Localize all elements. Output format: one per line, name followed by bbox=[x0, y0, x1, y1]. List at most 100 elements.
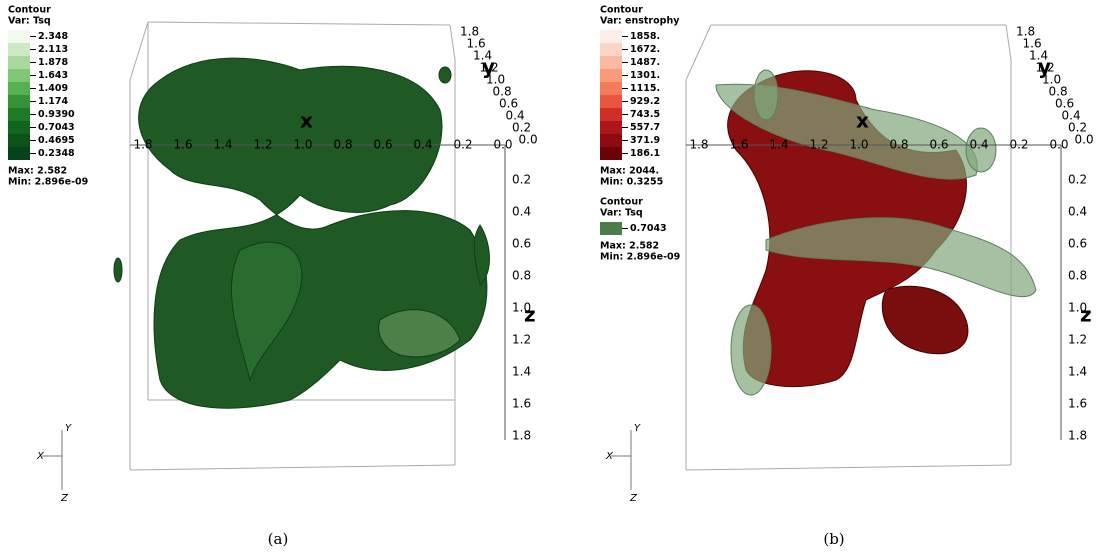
legend-var: Var: Tsq bbox=[600, 208, 643, 219]
legend-max: Max: 2.582 bbox=[8, 166, 67, 177]
x-tick-label: 0.6 bbox=[929, 138, 948, 152]
y-tick-label: 0.0 bbox=[1075, 133, 1094, 147]
legend-swatch bbox=[600, 69, 622, 82]
legend-swatch bbox=[8, 95, 30, 108]
x-tick-label: 1.2 bbox=[809, 138, 828, 152]
legend-level: 0.4695 bbox=[38, 135, 75, 146]
isosurface bbox=[716, 70, 1036, 395]
legend-level: 2.348 bbox=[38, 31, 68, 42]
legend-level: 0.9390 bbox=[38, 109, 75, 120]
legend-swatch bbox=[600, 82, 622, 95]
legend-level: 1858. bbox=[630, 31, 660, 42]
legend-level: 1487. bbox=[630, 57, 660, 68]
legend-swatch bbox=[600, 43, 622, 56]
triad-x: X bbox=[36, 451, 45, 462]
z-tick-label: 1.8 bbox=[1068, 429, 1087, 443]
z-tick-label: 1.6 bbox=[1068, 397, 1087, 411]
x-tick-label: 1.4 bbox=[213, 138, 232, 152]
legend-swatch bbox=[8, 108, 30, 121]
x-tick-label: 1.0 bbox=[849, 138, 868, 152]
legend-var: Var: enstrophy bbox=[600, 16, 680, 27]
legend-level: 1.174 bbox=[38, 96, 68, 107]
z-tick-label: 1.6 bbox=[512, 397, 531, 411]
legend-min: Min: 2.896e-09 bbox=[8, 177, 88, 188]
caption: (a) bbox=[268, 530, 289, 548]
legend-swatch bbox=[600, 121, 622, 134]
z-tick-label: 0.6 bbox=[512, 237, 531, 251]
z-tick-label: 0.8 bbox=[512, 269, 531, 283]
triad-x: X bbox=[605, 451, 614, 462]
legend-swatch bbox=[8, 82, 30, 95]
y-tick-label: 0.0 bbox=[519, 133, 538, 147]
z-tick-label: 1.2 bbox=[1068, 333, 1087, 347]
x-tick-label: 0.8 bbox=[333, 138, 352, 152]
x-tick-label: 0.0 bbox=[493, 138, 512, 152]
x-tick-label: 1.2 bbox=[253, 138, 272, 152]
z-tick-label: 0.2 bbox=[512, 173, 531, 187]
legend-level: 1.643 bbox=[38, 70, 68, 81]
x-tick-label: 0.4 bbox=[413, 138, 432, 152]
legend-level: 1.878 bbox=[38, 57, 68, 68]
x-tick-label: 1.0 bbox=[293, 138, 312, 152]
legend-swatch bbox=[600, 147, 622, 160]
legend-title: Contour bbox=[600, 5, 643, 16]
legend-swatch bbox=[600, 30, 622, 43]
legend-swatch bbox=[8, 121, 30, 134]
legend-swatch bbox=[8, 147, 30, 160]
legend-level: 1301. bbox=[630, 70, 660, 81]
legend-swatch bbox=[600, 56, 622, 69]
triad-z: Z bbox=[60, 493, 69, 504]
x-tick-label: 0.6 bbox=[373, 138, 392, 152]
x-tick-label: 1.6 bbox=[173, 138, 192, 152]
legend-var: Var: Tsq bbox=[8, 16, 51, 27]
z-tick-label: 0.4 bbox=[1068, 205, 1087, 219]
legend-min: Min: 0.3255 bbox=[600, 177, 663, 188]
z-tick-label: 1.4 bbox=[512, 365, 531, 379]
z-tick-label: 1.8 bbox=[512, 429, 531, 443]
legend-swatch bbox=[600, 108, 622, 121]
legend-level: 0.7043 bbox=[630, 223, 667, 234]
z-tick-label: 0.4 bbox=[512, 205, 531, 219]
x-tick-label: 0.8 bbox=[889, 138, 908, 152]
legend-min: Min: 2.896e-09 bbox=[600, 252, 680, 263]
legend-level: 0.2348 bbox=[38, 148, 75, 159]
x-tick-label: 0.4 bbox=[969, 138, 988, 152]
triad-y: Y bbox=[65, 423, 72, 434]
legend-level: 186.1 bbox=[630, 148, 660, 159]
x-axis-label: x bbox=[856, 109, 869, 133]
x-tick-label: 1.8 bbox=[689, 138, 708, 152]
legend-level: 1115. bbox=[630, 83, 660, 94]
triad-y: Y bbox=[634, 423, 641, 434]
legend-level: 929.2 bbox=[630, 96, 660, 107]
z-tick-label: 1.4 bbox=[1068, 365, 1087, 379]
legend-level: 0.7043 bbox=[38, 122, 75, 133]
figure: ContourVar: Tsq2.3482.1131.8781.6431.409… bbox=[0, 0, 1112, 552]
x-tick-label: 1.8 bbox=[133, 138, 152, 152]
y-axis-label: y bbox=[482, 55, 495, 79]
legend-swatch bbox=[8, 69, 30, 82]
z-tick-label: 0.6 bbox=[1068, 237, 1087, 251]
legend-level: 557.7 bbox=[630, 122, 660, 133]
legend-level: 2.113 bbox=[38, 44, 68, 55]
z-tick-label: 0.8 bbox=[1068, 269, 1087, 283]
legend-swatch bbox=[600, 222, 622, 235]
caption: (b) bbox=[823, 530, 844, 548]
legend-level: 1.409 bbox=[38, 83, 68, 94]
z-axis-label: z bbox=[1080, 303, 1092, 327]
legend-swatch bbox=[8, 134, 30, 147]
x-tick-label: 0.0 bbox=[1049, 138, 1068, 152]
legend-swatch bbox=[8, 56, 30, 69]
legend-swatch bbox=[8, 30, 30, 43]
legend-title: Contour bbox=[8, 5, 51, 16]
legend-swatch bbox=[600, 95, 622, 108]
x-tick-label: 0.2 bbox=[1009, 138, 1028, 152]
x-tick-label: 0.2 bbox=[453, 138, 472, 152]
z-tick-label: 1.2 bbox=[512, 333, 531, 347]
x-tick-label: 1.6 bbox=[729, 138, 748, 152]
legend-level: 371.9 bbox=[630, 135, 660, 146]
x-axis-label: x bbox=[300, 109, 313, 133]
x-tick-label: 1.4 bbox=[769, 138, 788, 152]
triad-z: Z bbox=[629, 493, 638, 504]
legend-swatch bbox=[8, 43, 30, 56]
